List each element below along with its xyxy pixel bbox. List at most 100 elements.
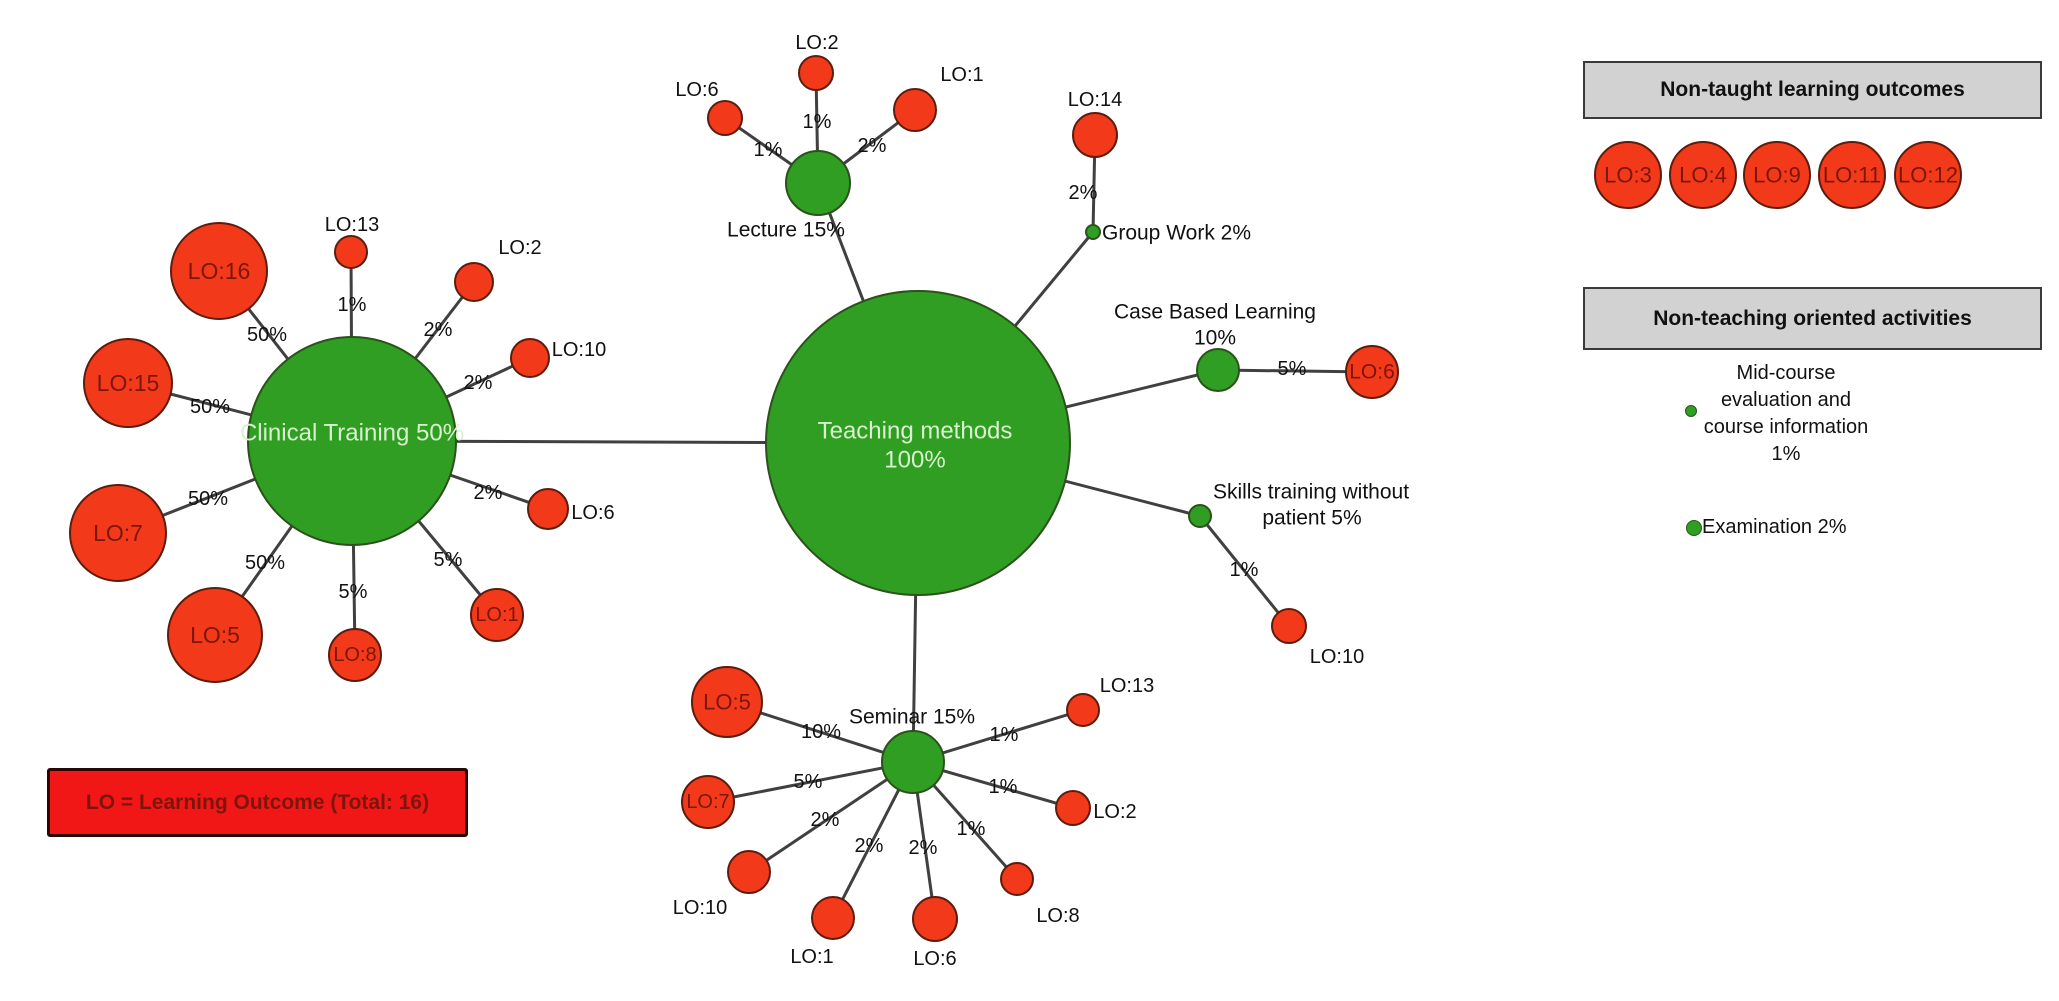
diagram-label: Teaching methods	[818, 418, 1013, 445]
diagram-label: 50%	[190, 396, 230, 418]
diagram-label: 1%	[1230, 559, 1259, 581]
diagram-label: 1%	[989, 776, 1018, 798]
node-lecture-lo1	[893, 88, 937, 132]
diagram-label: 1%	[990, 724, 1019, 746]
diagram-label: LO:12	[1898, 163, 1958, 188]
midcourse-line-3: course information	[1703, 416, 1869, 438]
diagram-label: patient 5%	[1262, 507, 1361, 530]
diagram-label: LO:6	[675, 79, 718, 101]
lo-key-note: LO = Learning Outcome (Total: 16)	[47, 768, 468, 837]
diagram-label: 5%	[434, 549, 463, 571]
diagram-label: 50%	[188, 488, 228, 510]
diagram-label: LO:15	[97, 370, 160, 396]
diagram-label: 100%	[884, 447, 945, 474]
diagram-label: LO:14	[1068, 89, 1122, 111]
diagram-label: LO:2	[498, 237, 541, 259]
diagram-label: Clinical Training 50%	[240, 420, 464, 447]
node-lecture-lo6	[707, 100, 743, 136]
legend-title-non-teaching: Non-teaching oriented activities	[1583, 287, 2042, 350]
diagram-label: Case Based Learning	[1114, 301, 1316, 324]
edge-line	[707, 760, 914, 804]
diagram-label: LO:11	[1823, 163, 1881, 188]
edge-line	[1198, 515, 1291, 627]
diagram-label: Skills training without	[1213, 481, 1409, 504]
node-clinical-lo6	[527, 488, 569, 530]
diagram-label: LO:6	[571, 502, 614, 524]
diagram-label: Seminar 15%	[849, 706, 975, 729]
node-clinical-lo5	[167, 587, 263, 683]
node-seminar-lo2	[1055, 790, 1091, 826]
node-clinical-lo8	[328, 628, 382, 682]
diagram-label: LO:2	[795, 32, 838, 54]
node-seminar-lo7	[681, 775, 735, 829]
diagram-label: LO:2	[1093, 801, 1136, 823]
legend-title-non-taught: Non-taught learning outcomes	[1583, 61, 2042, 119]
diagram-label: 2%	[474, 482, 503, 504]
diagram-label: 5%	[794, 771, 823, 793]
node-cbl-lo6	[1345, 345, 1399, 399]
node-seminar-lo10	[727, 850, 771, 894]
node-clinical-lo1	[470, 588, 524, 642]
node-seminar-lo13	[1066, 693, 1100, 727]
diagram-label: LO:8	[333, 644, 376, 666]
diagram-label: Lecture 15%	[727, 219, 845, 242]
diagram-label: 1%	[803, 111, 832, 133]
node-clinical-lo7	[69, 484, 167, 582]
node-nontaught-lo9	[1743, 141, 1811, 209]
diagram-label: 50%	[247, 324, 287, 346]
node-clinical-lo10	[510, 338, 550, 378]
diagram-label: 2%	[424, 319, 453, 341]
examination-bullet-icon	[1686, 520, 1702, 536]
diagram-label: LO:16	[188, 258, 251, 284]
diagram-label: LO:10	[673, 897, 727, 919]
diagram-label: 1%	[754, 139, 783, 161]
diagram-label: LO:13	[325, 214, 379, 236]
node-lecture-lo2	[798, 55, 834, 91]
node-clinical-lo2	[454, 262, 494, 302]
diagram-label: LO:6	[913, 948, 956, 970]
diagram-label: 5%	[1278, 358, 1307, 380]
midcourse-line-1: Mid-course	[1736, 362, 1836, 384]
diagram-label: LO:9	[1753, 163, 1801, 188]
diagram-label: LO:1	[940, 64, 983, 86]
diagram-label: 10%	[1194, 327, 1236, 350]
examination-item: Examination 2%	[1702, 516, 1847, 538]
diagram-label: 2%	[855, 835, 884, 857]
diagram-label: 2%	[909, 837, 938, 859]
node-nontaught-lo11	[1818, 141, 1886, 209]
node-group-work	[1085, 224, 1101, 240]
node-seminar	[881, 730, 945, 794]
diagram-label: LO:8	[1036, 905, 1079, 927]
diagram-label: 2%	[858, 135, 887, 157]
diagram-label: 2%	[464, 372, 493, 394]
node-clinical-lo16	[170, 222, 268, 320]
node-skills-lo10	[1271, 608, 1307, 644]
midcourse-bullet-icon	[1685, 405, 1697, 417]
node-nontaught-lo4	[1669, 141, 1737, 209]
node-teaching-methods	[765, 290, 1071, 596]
node-clinical-lo13	[334, 235, 368, 269]
diagram-label: LO:13	[1100, 675, 1154, 697]
node-clinical-training	[247, 336, 457, 546]
node-seminar-lo8	[1000, 862, 1034, 896]
diagram-label: 50%	[245, 552, 285, 574]
diagram-label: 5%	[339, 581, 368, 603]
diagram-label: LO:1	[475, 604, 518, 626]
diagram-label: 2%	[811, 809, 840, 831]
diagram-label: LO:7	[93, 520, 143, 546]
diagram-label: LO:5	[703, 690, 751, 715]
edge-line	[748, 760, 914, 874]
diagram-label: LO:10	[552, 339, 606, 361]
node-seminar-lo1	[811, 896, 855, 940]
midcourse-evaluation-item: Mid-course evaluation and course informa…	[1646, 360, 1926, 468]
node-lecture	[785, 150, 851, 216]
diagram-label: LO:6	[1349, 361, 1395, 384]
node-case-based-learning	[1196, 348, 1240, 392]
midcourse-line-2: evaluation and	[1720, 389, 1852, 411]
node-nontaught-lo12	[1894, 141, 1962, 209]
diagram-label: LO:1	[790, 946, 833, 968]
diagram-label: LO:5	[190, 622, 240, 648]
node-seminar-lo5	[691, 666, 763, 738]
